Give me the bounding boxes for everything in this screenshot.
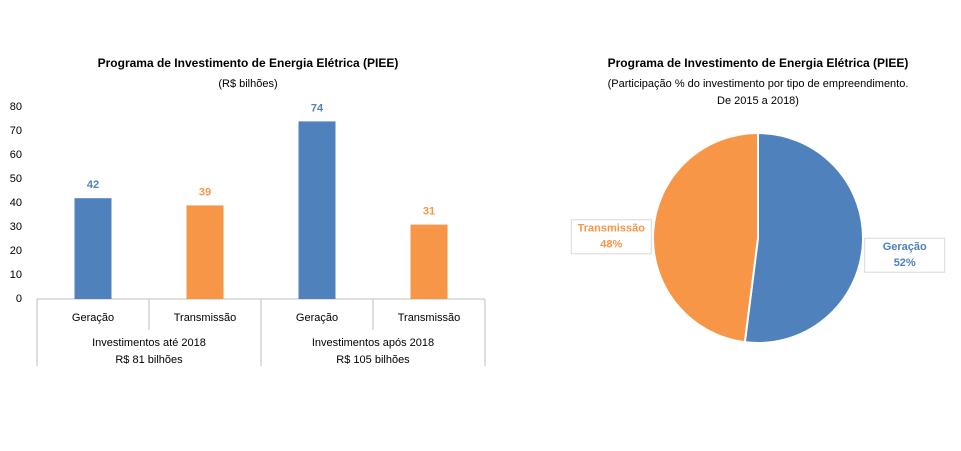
bar (410, 224, 448, 299)
slice-value: 52% (894, 257, 916, 269)
chart-subtitle: De 2015 a 2018) (717, 95, 799, 107)
pie-slice (743, 131, 864, 344)
y-tick-label: 60 (10, 149, 22, 161)
group-label: Investimentos até 2018 (92, 337, 206, 349)
y-tick-label: 30 (10, 221, 22, 233)
label-box (864, 237, 946, 273)
slice-label: Transmissão (578, 223, 646, 235)
chart-title: Programa de Investimento de Energia Elét… (98, 56, 399, 70)
y-tick-label: 50 (10, 173, 22, 185)
bar (186, 205, 224, 299)
slice-label: Geração (883, 241, 927, 253)
x-tick-label: Geração (296, 312, 338, 324)
chart-subtitle: (R$ bilhões) (218, 78, 277, 90)
x-tick-label: Geração (72, 312, 114, 324)
y-tick-label: 10 (10, 269, 22, 281)
y-tick-label: 40 (10, 197, 22, 209)
group-label: Investimentos após 2018 (312, 337, 434, 349)
pie-slice (652, 131, 759, 344)
group-label: R$ 105 bilhões (336, 354, 410, 366)
data-label: 74 (311, 102, 324, 114)
bar (74, 198, 112, 299)
chart-subtitle: (Participação % do investimento por tipo… (608, 78, 909, 90)
y-tick-label: 70 (10, 125, 22, 137)
x-tick-label: Transmissão (174, 312, 237, 324)
data-label: 31 (423, 206, 435, 218)
data-label: 39 (199, 186, 211, 198)
x-tick-label: Transmissão (398, 312, 461, 324)
y-tick-label: 0 (16, 293, 22, 305)
y-tick-label: 80 (10, 101, 22, 113)
group-label: R$ 81 bilhões (115, 354, 183, 366)
chart-title: Programa de Investimento de Energia Elét… (608, 56, 909, 70)
y-tick-label: 20 (10, 245, 22, 257)
bar (298, 121, 336, 300)
label-box (570, 219, 652, 255)
slice-value: 48% (600, 239, 622, 251)
data-label: 42 (87, 179, 99, 191)
